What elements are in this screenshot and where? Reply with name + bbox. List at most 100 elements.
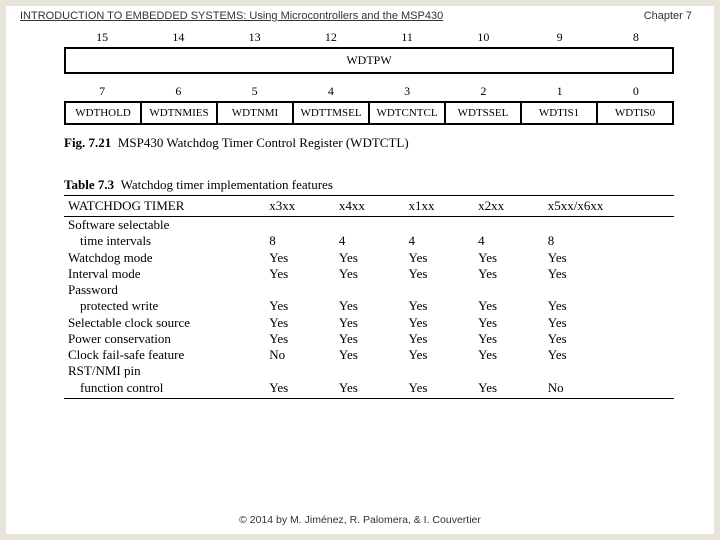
bit-num: 0 [598,84,674,101]
cell: Yes [335,266,405,282]
cell: Yes [544,315,674,331]
table-row: time intervals84448 [64,233,674,249]
cell: 4 [405,233,475,249]
figure-text: MSP430 Watchdog Timer Control Register (… [118,135,409,150]
cell: Yes [265,298,335,314]
cell: No [544,380,674,399]
cell [474,363,544,379]
figure-label: Fig. 7.21 [64,135,111,150]
cell: Yes [405,380,475,399]
chapter-label: Chapter 7 [644,10,692,22]
cell [405,217,475,234]
row-label: time intervals [64,233,265,249]
table-row: RST/NMI pin [64,363,674,379]
col-head: x3xx [265,196,335,217]
cell: Yes [544,250,674,266]
col-head: x4xx [335,196,405,217]
row-label: Software selectable [64,217,265,234]
cell: Yes [474,250,544,266]
table-row: Watchdog modeYesYesYesYesYes [64,250,674,266]
cell [544,217,674,234]
bit-num: 6 [140,84,216,101]
cell: Yes [265,315,335,331]
content-area: 15 14 13 12 11 10 9 8 WDTPW 7 6 5 4 3 2 … [6,22,714,399]
col-head: x2xx [474,196,544,217]
cell [544,363,674,379]
row-label: Clock fail-safe feature [64,347,265,363]
cell: Yes [405,347,475,363]
cell: Yes [265,331,335,347]
cell: Yes [544,298,674,314]
row-label: Password [64,282,265,298]
bit-num: 2 [445,84,521,101]
cell [335,363,405,379]
cell: Yes [474,315,544,331]
col-head: WATCHDOG TIMER [64,196,265,217]
cell [335,217,405,234]
table-header-row: WATCHDOG TIMER x3xx x4xx x1xx x2xx x5xx/… [64,196,674,217]
bit-num: 3 [369,84,445,101]
table-row: protected writeYesYesYesYesYes [64,298,674,314]
col-head: x1xx [405,196,475,217]
page-header: INTRODUCTION TO EMBEDDED SYSTEMS: Using … [6,6,714,22]
cell [265,282,335,298]
cell: Yes [335,298,405,314]
table-row: Power conservationYesYesYesYesYes [64,331,674,347]
cell: 8 [544,233,674,249]
cell [474,282,544,298]
features-table: WATCHDOG TIMER x3xx x4xx x1xx x2xx x5xx/… [64,195,674,399]
table-row: Software selectable [64,217,674,234]
field-cell: WDTHOLD [66,103,142,123]
field-wdtpw: WDTPW [66,49,672,72]
cell: Yes [474,298,544,314]
cell [544,282,674,298]
row-label: Selectable clock source [64,315,265,331]
figure-caption: Fig. 7.21 MSP430 Watchdog Timer Control … [64,135,674,151]
cell [474,217,544,234]
cell: 4 [474,233,544,249]
cell: Yes [405,315,475,331]
row-label: Interval mode [64,266,265,282]
cell: Yes [335,380,405,399]
cell: Yes [474,331,544,347]
cell: Yes [265,380,335,399]
table-row: Selectable clock sourceYesYesYesYesYes [64,315,674,331]
bit-num: 10 [445,30,521,47]
book-title: INTRODUCTION TO EMBEDDED SYSTEMS: Using … [20,10,443,22]
cell [265,363,335,379]
cell: Yes [544,266,674,282]
cell [335,282,405,298]
cell: Yes [474,380,544,399]
bit-num: 11 [369,30,445,47]
cell: No [265,347,335,363]
field-cell: WDTCNTCL [370,103,446,123]
cell [405,363,475,379]
cell: Yes [544,347,674,363]
table-row: Password [64,282,674,298]
field-cell: WDTSSEL [446,103,522,123]
cell: Yes [335,347,405,363]
row-label: Power conservation [64,331,265,347]
copyright-footer: © 2014 by M. Jiménez, R. Palomera, & I. … [6,514,714,526]
cell: 8 [265,233,335,249]
cell: Yes [474,266,544,282]
cell: Yes [474,347,544,363]
cell: Yes [405,266,475,282]
table-label: Table 7.3 [64,177,114,192]
field-cell: WDTIS0 [598,103,672,123]
table-row: function controlYesYesYesYesNo [64,380,674,399]
cell [405,282,475,298]
field-cell: WDTNMI [218,103,294,123]
table-caption-text: Watchdog timer implementation features [121,177,333,192]
col-head: x5xx/x6xx [544,196,674,217]
bit-num: 4 [293,84,369,101]
bit-num: 1 [522,84,598,101]
page: INTRODUCTION TO EMBEDDED SYSTEMS: Using … [6,6,714,534]
register-low-box: WDTHOLD WDTNMIES WDTNMI WDTTMSEL WDTCNTC… [64,101,674,125]
cell: Yes [405,298,475,314]
bit-numbers-high: 15 14 13 12 11 10 9 8 [64,30,674,47]
cell: Yes [405,250,475,266]
field-cell: WDTNMIES [142,103,218,123]
register-high-box: WDTPW [64,47,674,74]
bit-num: 8 [598,30,674,47]
